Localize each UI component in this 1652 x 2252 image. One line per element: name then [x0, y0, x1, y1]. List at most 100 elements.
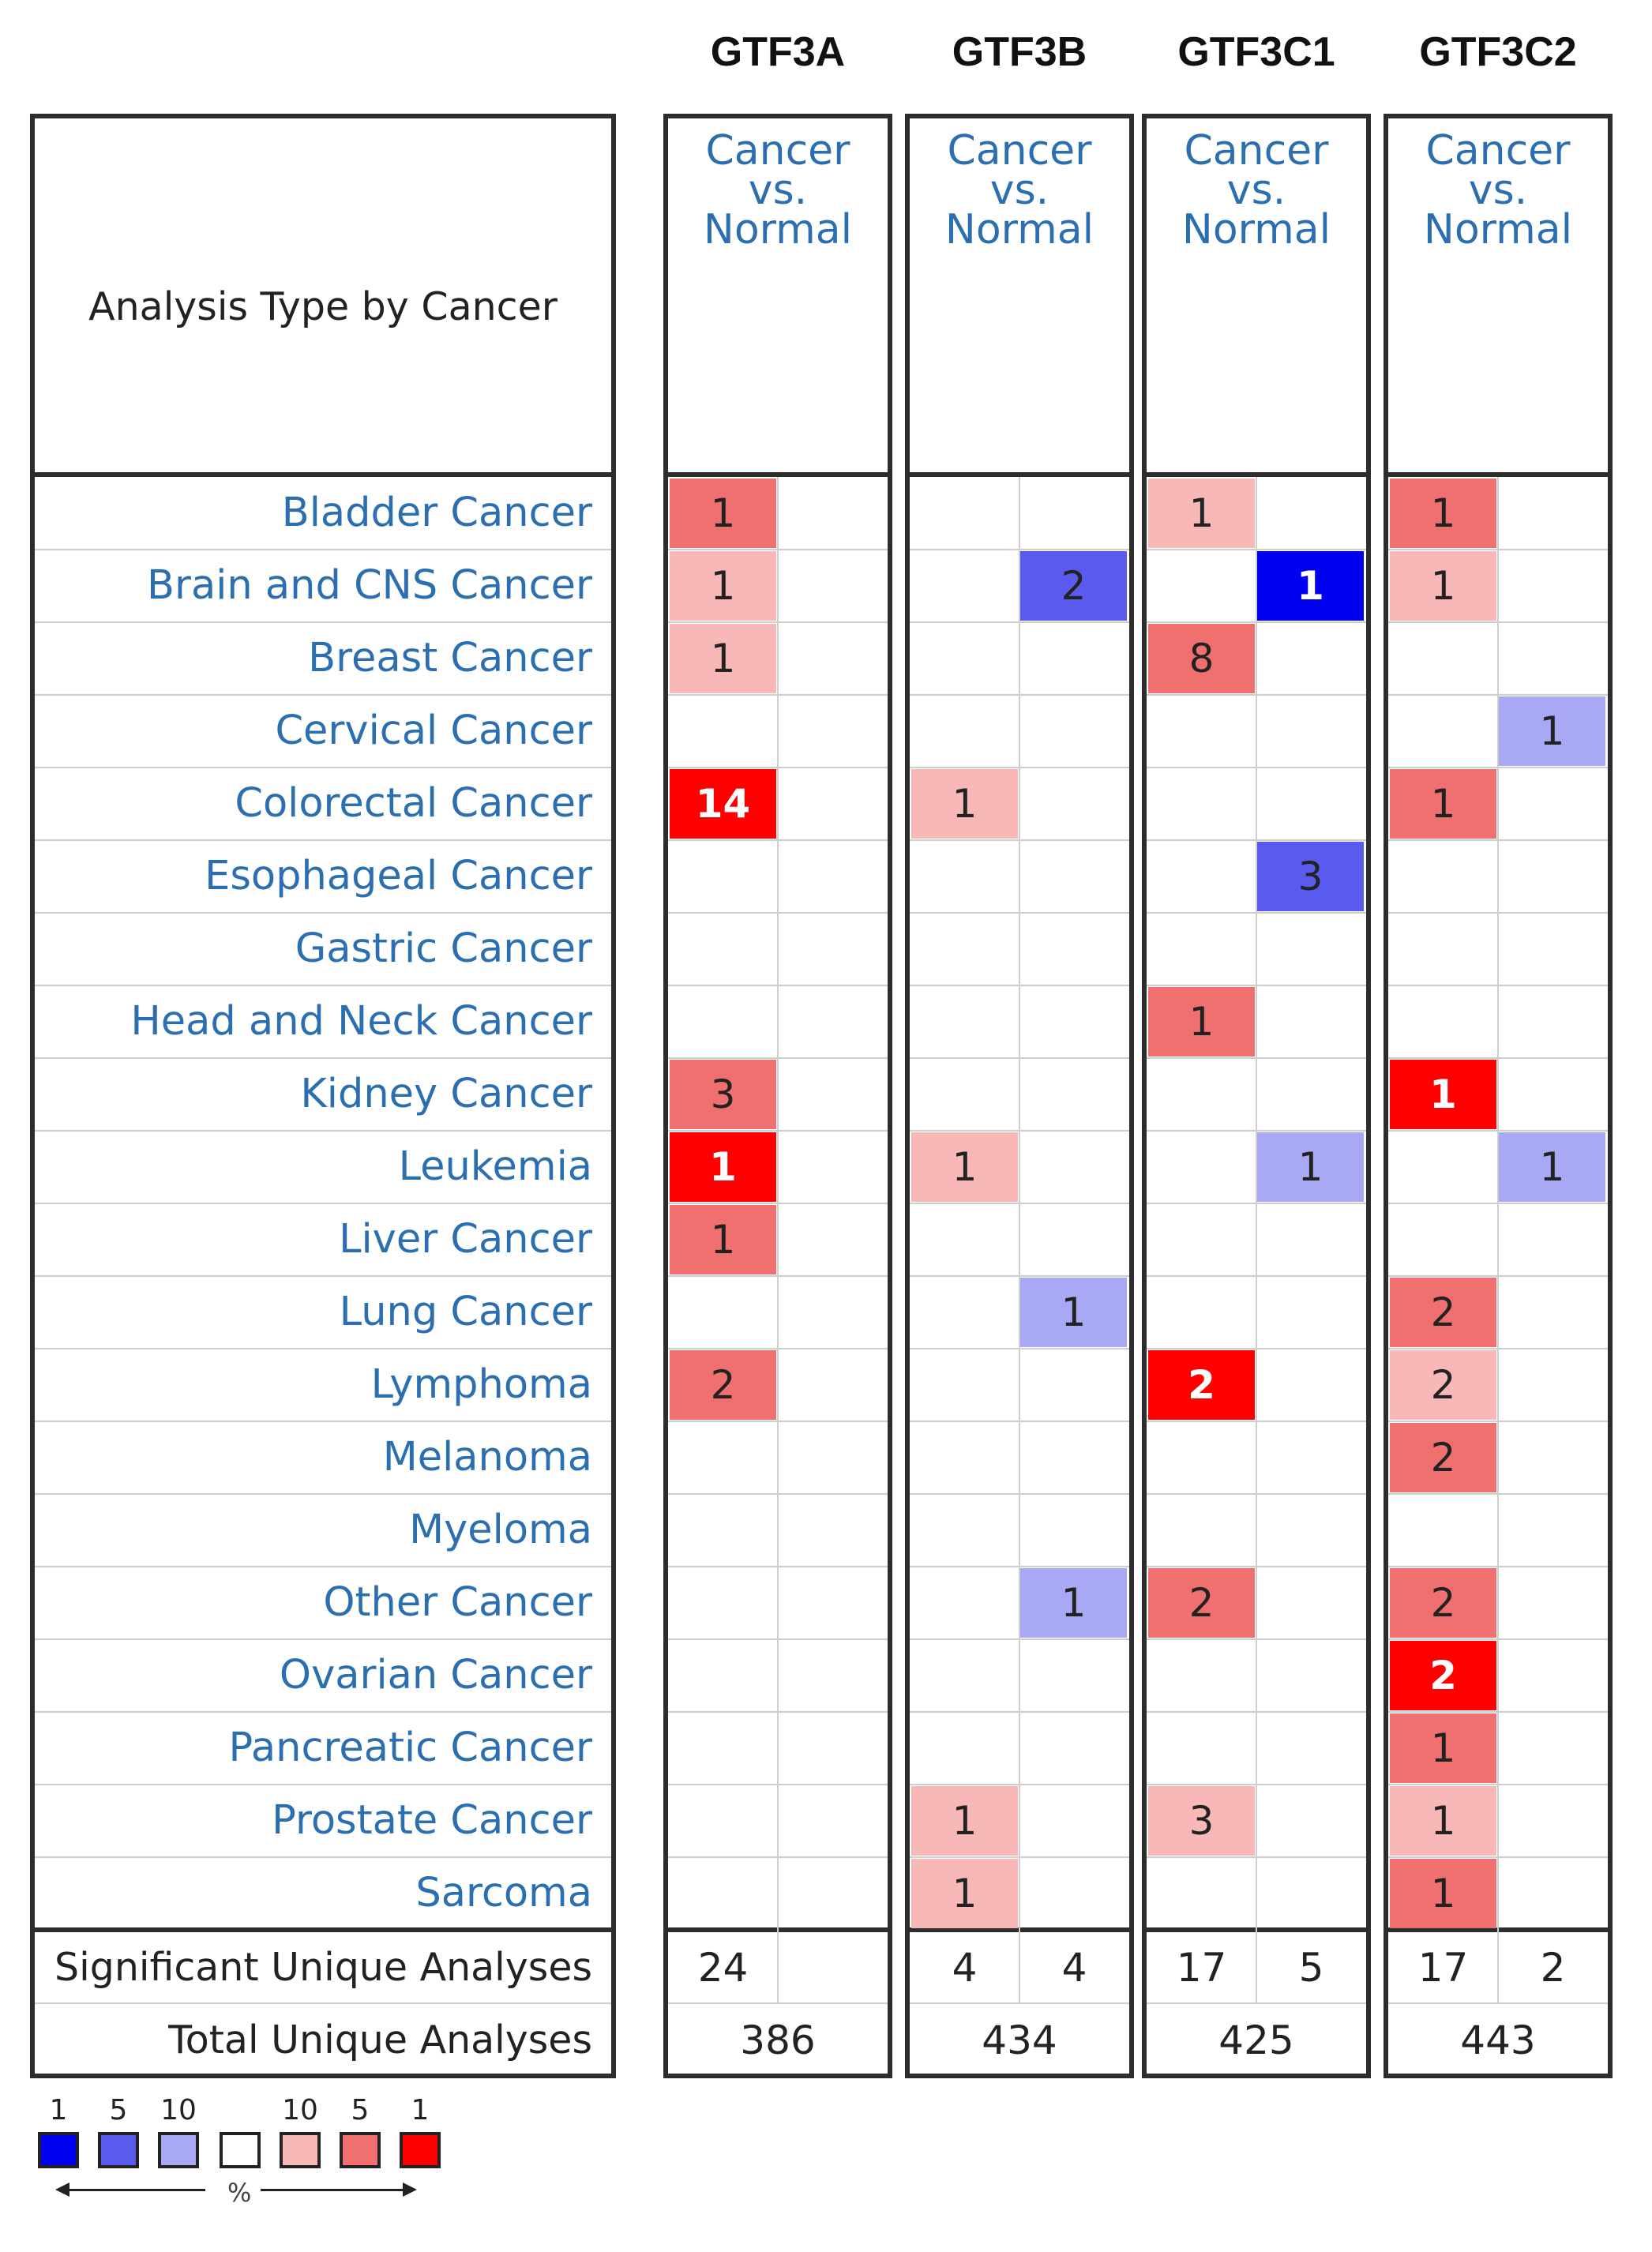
heatmap-cell-up[interactable]: 2: [1390, 1350, 1496, 1420]
heatmap-cell-up[interactable]: 1: [670, 1205, 776, 1274]
row-divider: [35, 767, 611, 768]
gene-header-gtf3c2: GTF3C2: [1419, 29, 1577, 75]
heatmap-cell-up[interactable]: 1: [911, 769, 1018, 839]
heatmap-cell-up[interactable]: 8: [1148, 624, 1255, 693]
cancer-label-myeloma[interactable]: Myeloma: [409, 1507, 592, 1553]
cancer-vs-normal-header: Cancer vs. Normal: [910, 118, 1129, 477]
heatmap-cell-up[interactable]: 1: [670, 624, 776, 693]
cancer-label-head-and-neck-cancer[interactable]: Head and Neck Cancer: [130, 998, 592, 1045]
heatmap-cell-down[interactable]: 1: [1257, 1132, 1364, 1202]
cancer-label-ovarian-cancer[interactable]: Ovarian Cancer: [279, 1652, 592, 1698]
cancer-label-liver-cancer[interactable]: Liver Cancer: [339, 1216, 592, 1263]
cancer-label-kidney-cancer[interactable]: Kidney Cancer: [300, 1071, 592, 1117]
analysis-type-panel: Analysis Type by Cancer Bladder Cancer Bra…: [30, 114, 616, 2078]
heatmap-cell-up[interactable]: 1: [1390, 551, 1496, 621]
heatmap-cell-up[interactable]: 1: [911, 1859, 1018, 1928]
heatmap-cell-up[interactable]: 1: [1390, 1786, 1496, 1856]
cancer-label-melanoma[interactable]: Melanoma: [382, 1434, 592, 1481]
heatmap-cell-up[interactable]: 1: [1148, 987, 1255, 1057]
gene-panel-gtf3a: Cancer vs. Normal 1 1 1 14 3 1 1 2 24 386: [663, 114, 892, 2078]
total-count: 434: [982, 2017, 1057, 2063]
heatmap-cell-up[interactable]: 1: [1390, 1859, 1496, 1928]
heatmap-cell-down[interactable]: 3: [1257, 842, 1364, 911]
heatmap-cell-up[interactable]: 3: [670, 1060, 776, 1129]
gene-header-gtf3a: GTF3A: [710, 29, 846, 75]
cancer-label-colorectal-cancer[interactable]: Colorectal Cancer: [235, 780, 592, 827]
cancer-label-pancreatic-cancer[interactable]: Pancreatic Cancer: [228, 1725, 592, 1771]
cancer-vs-normal-link[interactable]: Cancer vs. Normal: [668, 127, 888, 253]
heatmap-cell-up[interactable]: 14: [670, 769, 776, 839]
significant-count-down: 2: [1540, 1945, 1566, 1991]
cancer-vs-normal-word: Cancer: [1425, 127, 1571, 175]
cancer-vs-normal-word: Cancer: [705, 127, 850, 175]
row-divider: [35, 1275, 611, 1277]
legend-label: 1: [411, 2094, 430, 2126]
cancer-label-gastric-cancer[interactable]: Gastric Cancer: [295, 925, 592, 972]
footer-divider: [910, 2002, 1129, 2004]
cancer-vs-normal-link[interactable]: Cancer vs. Normal: [1388, 127, 1608, 253]
cancer-vs-normal-word: vs.: [748, 167, 808, 214]
row-divider: [35, 985, 611, 986]
cancer-vs-normal-word: Cancer: [947, 127, 1092, 175]
significant-count-down: 5: [1298, 1945, 1324, 1991]
heatmap-cell-up[interactable]: 2: [1390, 1278, 1496, 1347]
heatmap-cell-down[interactable]: 1: [1020, 1568, 1127, 1638]
cancer-vs-normal-link[interactable]: Cancer vs. Normal: [910, 127, 1129, 253]
heatmap-cell-up[interactable]: 2: [670, 1350, 776, 1420]
cancer-label-lung-cancer[interactable]: Lung Cancer: [339, 1289, 592, 1335]
heatmap-cell-up[interactable]: 1: [1390, 769, 1496, 839]
heatmap-cell-up[interactable]: 1: [670, 479, 776, 548]
analysis-type-title: Analysis Type by Cancer: [88, 284, 558, 329]
heatmap-cell-up[interactable]: 2: [1390, 1641, 1496, 1710]
cancer-label-cervical-cancer[interactable]: Cervical Cancer: [275, 708, 592, 754]
cancer-label-esophageal-cancer[interactable]: Esophageal Cancer: [205, 853, 592, 899]
heatmap-cell-up[interactable]: 1: [1390, 1060, 1496, 1129]
heatmap-cell-up[interactable]: 1: [1390, 1713, 1496, 1783]
heatmap-cell-up[interactable]: 3: [1148, 1786, 1255, 1856]
cancer-label-prostate-cancer[interactable]: Prostate Cancer: [272, 1797, 592, 1844]
cancer-label-breast-cancer[interactable]: Breast Cancer: [308, 635, 592, 681]
heatmap-cell-up[interactable]: 1: [1390, 479, 1496, 548]
cancer-label-lymphoma[interactable]: Lymphoma: [370, 1361, 592, 1408]
significant-count-up: 4: [952, 1945, 978, 1991]
gene-panel-gtf3b: Cancer vs. Normal 2 1 1 1 1 1 1 4 4 434: [905, 114, 1134, 2078]
cancer-vs-normal-word: Normal: [1423, 206, 1573, 253]
legend-swatch: [158, 2132, 199, 2168]
heatmap-cell-up[interactable]: 1: [1148, 479, 1255, 548]
heatmap-cell-down[interactable]: 2: [1020, 551, 1127, 621]
heatmap-cell-down[interactable]: 1: [1257, 551, 1364, 621]
heatmap-cell-up[interactable]: 1: [670, 1132, 776, 1202]
cancer-vs-normal-word: Normal: [944, 206, 1094, 253]
heatmap-cell-up[interactable]: 2: [1390, 1423, 1496, 1492]
row-divider: [35, 1130, 611, 1132]
legend-label: 10: [160, 2094, 197, 2126]
cancer-label-leukemia[interactable]: Leukemia: [398, 1143, 592, 1190]
heatmap-cell-up[interactable]: 2: [1148, 1568, 1255, 1638]
total-count: 425: [1218, 2017, 1294, 2063]
heatmap-cell-down[interactable]: 1: [1020, 1278, 1127, 1347]
column-divider: [777, 477, 779, 2002]
row-divider: [35, 1784, 611, 1785]
legend-arrow-right: [261, 2189, 403, 2191]
heatmap-cell-up[interactable]: 2: [1148, 1350, 1255, 1420]
cancer-vs-normal-header: Cancer vs. Normal: [1147, 118, 1366, 477]
cancer-label-sarcoma[interactable]: Sarcoma: [415, 1870, 592, 1916]
cancer-label-bladder-cancer[interactable]: Bladder Cancer: [281, 490, 592, 536]
heatmap-cell-up[interactable]: 2: [1390, 1568, 1496, 1638]
heatmap-cell-up[interactable]: 1: [911, 1132, 1018, 1202]
cancer-vs-normal-link[interactable]: Cancer vs. Normal: [1147, 130, 1366, 253]
heatmap-cell-up[interactable]: 1: [670, 551, 776, 621]
cancer-vs-normal-word: vs.: [1468, 167, 1528, 214]
cancer-label-brain-and-cns-cancer[interactable]: Brain and CNS Cancer: [147, 562, 592, 609]
cancer-label-other-cancer[interactable]: Other Cancer: [323, 1579, 592, 1626]
heatmap-cell-down[interactable]: 1: [1499, 1132, 1605, 1202]
heatmap-cell-up[interactable]: 1: [911, 1786, 1018, 1856]
cancer-vs-normal-word: Normal: [703, 206, 853, 253]
analysis-type-header: Analysis Type by Cancer: [35, 118, 611, 477]
legend-arrow-left: [63, 2189, 205, 2191]
cancer-vs-normal-word: Normal: [1181, 206, 1331, 253]
heatmap-cell-down[interactable]: 1: [1499, 696, 1605, 766]
legend-swatch: [220, 2132, 261, 2168]
footer-divider: [668, 2002, 888, 2004]
footer-divider: [35, 2002, 611, 2004]
